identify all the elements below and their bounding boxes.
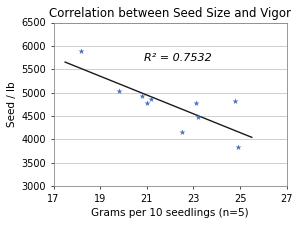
Point	[144, 101, 149, 104]
Point	[149, 97, 154, 101]
Point	[116, 90, 121, 93]
Y-axis label: Seed / lb: Seed / lb	[7, 82, 17, 127]
Point	[179, 130, 184, 133]
Point	[79, 49, 84, 52]
Point	[140, 95, 145, 98]
Point	[194, 102, 198, 105]
Text: R² = 0.7532: R² = 0.7532	[145, 53, 212, 63]
X-axis label: Grams per 10 seedlings (n=5): Grams per 10 seedlings (n=5)	[91, 208, 249, 218]
Point	[196, 116, 200, 119]
Point	[236, 145, 240, 149]
Point	[233, 99, 238, 102]
Title: Correlation between Seed Size and Vigor: Correlation between Seed Size and Vigor	[49, 7, 291, 20]
